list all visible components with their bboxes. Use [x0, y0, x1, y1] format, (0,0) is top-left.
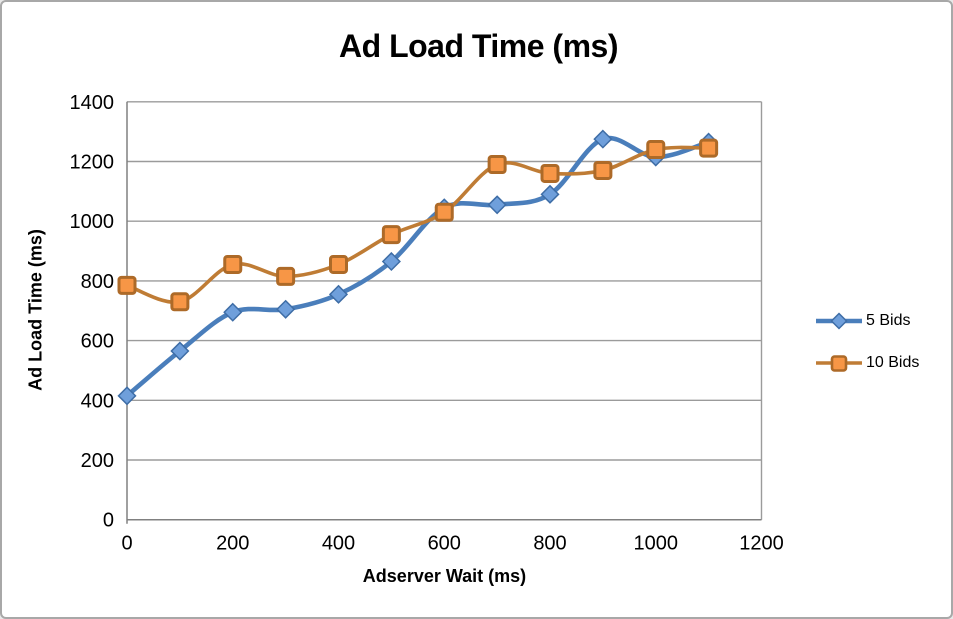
data-point-marker: [117, 386, 137, 406]
legend-label-10-bids: 10 Bids: [866, 354, 920, 371]
series-10-bids: [117, 138, 719, 312]
data-point-marker: [381, 251, 401, 272]
y-tick-label: 800: [81, 271, 114, 293]
data-point-marker: [540, 184, 560, 204]
data-point-marker: [223, 254, 243, 274]
legend-label-5-bids: 5 Bids: [866, 312, 911, 329]
axes: [126, 101, 763, 524]
data-point-marker: [223, 302, 243, 322]
x-tick-label: 0: [121, 533, 132, 555]
x-tick-label: 800: [533, 533, 566, 555]
y-axis-title: Ad Load Time (ms): [25, 229, 46, 391]
data-point-marker: [540, 163, 560, 183]
x-tick-label: 600: [428, 533, 461, 555]
x-axis-title: Adserver Wait (ms): [362, 566, 527, 586]
data-point-marker: [276, 299, 296, 319]
gridlines: [127, 101, 762, 521]
data-point-marker: [329, 254, 348, 274]
y-tick-label: 1000: [70, 211, 115, 233]
legend-swatch-5-bids: [816, 312, 862, 330]
data-point-marker: [593, 129, 613, 149]
x-tick-label: 1200: [739, 533, 784, 555]
y-tick-label: 400: [81, 390, 114, 412]
data-point-marker: [117, 275, 137, 295]
square-marker-icon: [830, 355, 848, 372]
data-point-marker: [487, 195, 507, 215]
y-tick-label: 1400: [70, 92, 115, 114]
series-5-bids: [117, 129, 719, 406]
legend: 5 Bids 10 Bids: [814, 312, 919, 372]
data-point-marker: [699, 138, 719, 158]
data-point-marker: [646, 140, 666, 160]
legend-item-5-bids: 5 Bids: [814, 312, 919, 330]
diamond-marker-icon: [830, 312, 848, 330]
x-tick-label: 200: [216, 533, 249, 555]
legend-swatch-10-bids: [816, 355, 862, 372]
y-tick-label: 200: [81, 450, 114, 472]
data-point-marker: [593, 160, 613, 180]
data-point-marker: [487, 154, 507, 174]
legend-item-10-bids: 10 Bids: [814, 354, 919, 372]
x-tick-label: 1000: [634, 533, 679, 555]
y-axis-tick-labels: 0 200 400 600 800 1000 1200 1400: [70, 92, 115, 532]
data-point-marker: [170, 341, 190, 361]
y-tick-label: 0: [103, 510, 114, 532]
x-axis-tick-labels: 0 200 400 600 800 1000 1200: [121, 533, 783, 555]
data-point-marker: [381, 225, 401, 245]
data-point-marker: [328, 284, 349, 304]
y-tick-label: 1200: [70, 152, 115, 174]
y-tick-label: 600: [81, 331, 114, 353]
data-point-marker: [276, 266, 296, 286]
x-tick-label: 400: [322, 533, 355, 555]
data-point-marker: [170, 292, 190, 312]
chart-title: Ad Load Time (ms): [339, 28, 618, 64]
data-point-marker: [434, 202, 454, 222]
